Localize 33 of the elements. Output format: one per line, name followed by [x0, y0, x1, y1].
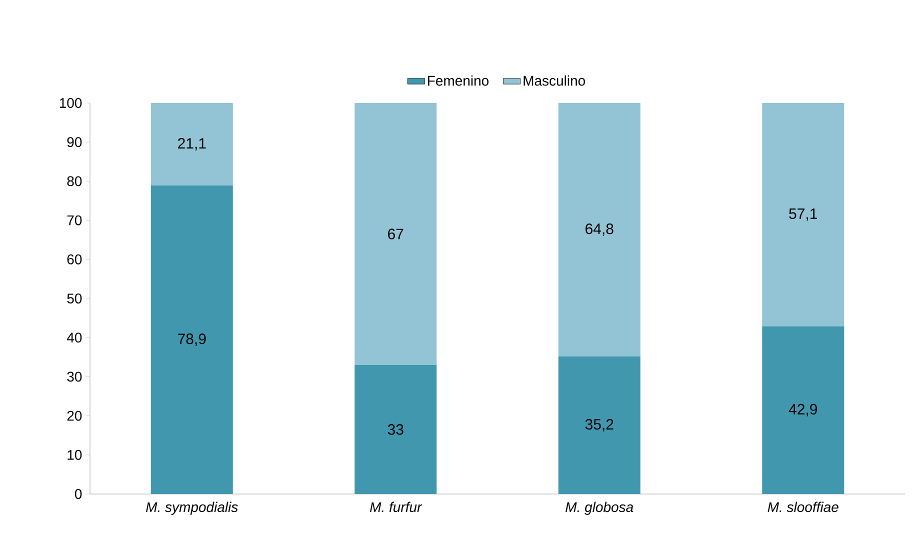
- x-tick-label: M. globosa: [566, 502, 634, 515]
- bar: [150, 103, 233, 186]
- data-label: 35,2: [585, 418, 614, 432]
- bar: [762, 326, 844, 494]
- y-tick-label: 10: [68, 450, 82, 460]
- data-label: 42,9: [788, 404, 818, 416]
- bar: [150, 185, 233, 494]
- bar: [762, 103, 844, 326]
- y-tick-label: 80: [67, 176, 82, 186]
- x-tick-label: M. sympodialis: [146, 502, 238, 515]
- y-tick-label: 100: [60, 98, 82, 108]
- data-label: 21,1: [178, 138, 206, 150]
- bar: [558, 103, 640, 356]
- y-tick-label: 90: [67, 137, 82, 148]
- y-tick-label: 40: [66, 332, 82, 343]
- y-tick-label: 0: [74, 489, 82, 499]
- data-label: 67: [388, 228, 404, 240]
- y-tick-label: 70: [67, 215, 82, 226]
- x-tick-label: M. furfur: [370, 502, 422, 512]
- y-tick-label: 30: [67, 372, 82, 382]
- bar: [558, 356, 640, 494]
- y-tick-label: 60: [67, 254, 82, 264]
- data-label: 33: [388, 424, 404, 435]
- data-label: 64,8: [586, 223, 614, 236]
- x-tick-label: M. slooffiae: [768, 502, 838, 512]
- data-label: 78,9: [178, 334, 206, 346]
- data-label: 57,1: [789, 208, 817, 221]
- y-tick-label: 50: [67, 294, 82, 304]
- legend-label: Masculino: [524, 75, 586, 86]
- bar: [354, 103, 437, 365]
- y-tick-label: 20: [67, 410, 82, 421]
- legend-label: Femenino: [428, 75, 489, 86]
- bar: [354, 364, 437, 494]
